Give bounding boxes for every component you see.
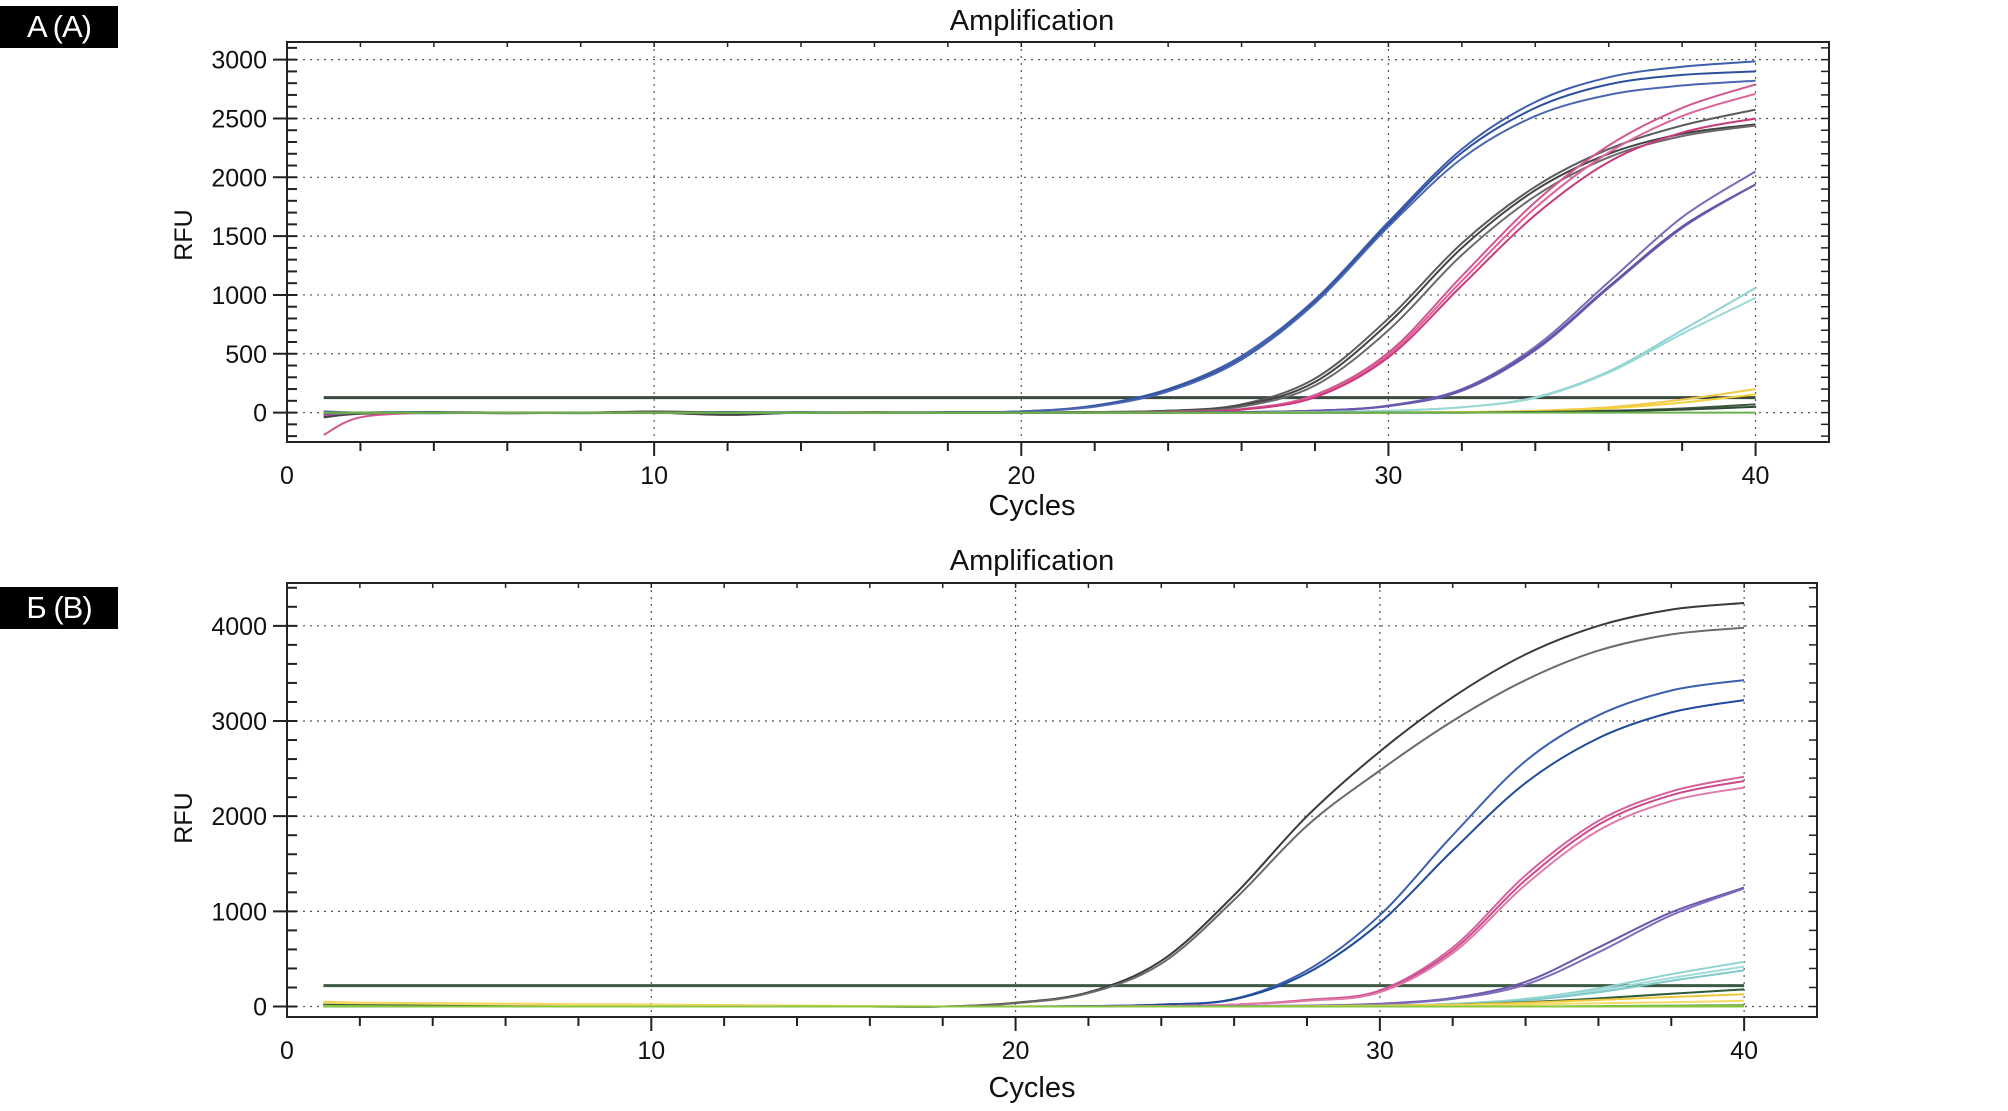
y-tick-label: 500	[225, 341, 267, 369]
series-line-pink-1	[323, 775, 1745, 1008]
series-line-blue-1	[323, 679, 1745, 1008]
x-axis-title: Cycles	[988, 490, 1075, 522]
series-line-gray-2	[323, 626, 1745, 1008]
x-tick-label: 10	[640, 462, 668, 490]
series-line-blue-2	[323, 70, 1756, 416]
y-tick-label: 3000	[211, 47, 267, 75]
series-line-purple-2	[323, 183, 1757, 415]
plot-frame	[286, 582, 1818, 1018]
series-line-gray-1	[323, 602, 1745, 1008]
series-line-purple-1	[323, 170, 1757, 415]
y-tick-label: 1000	[211, 898, 267, 926]
x-tick-label: 40	[1742, 462, 1770, 490]
series-line-pink-3	[323, 786, 1745, 1008]
chart-title: Amplification	[950, 545, 1114, 577]
y-tick-label: 2500	[211, 105, 267, 133]
x-tick-label: 30	[1366, 1037, 1394, 1065]
amplification-chart-b: Amplification Cycles RFU 0 10 20 30 40 0 1000 2…	[170, 545, 1818, 1104]
y-tick-label: 0	[253, 994, 267, 1022]
y-tick-label: 1000	[211, 282, 267, 310]
y-tick-label: 2000	[211, 164, 267, 192]
series-line-cyan-1	[323, 287, 1757, 414]
series-line-gray-2	[323, 123, 1756, 419]
x-tick-label: 20	[1002, 1037, 1030, 1065]
x-tick-label: 20	[1007, 462, 1035, 490]
x-tick-label: 0	[280, 462, 294, 490]
series-line-gray-1	[323, 108, 1756, 415]
x-tick-label: 40	[1730, 1037, 1758, 1065]
y-tick-label: 1500	[211, 223, 267, 251]
series-line-purple-3	[323, 183, 1757, 414]
chart-title: Amplification	[950, 5, 1114, 37]
series-line-pink-3	[323, 117, 1756, 414]
y-tick-label: 2000	[211, 803, 267, 831]
series-line-pink-2	[323, 780, 1745, 1008]
y-tick-label: 4000	[211, 613, 267, 641]
series-line-blue-3	[323, 79, 1756, 415]
series-line-pink-2	[323, 92, 1756, 416]
panel-label-b: Б (B)	[0, 587, 118, 629]
amplification-chart-a: Amplification Cycles RFU 0 10 20 30 40 0 500 10…	[170, 5, 1830, 522]
series-line-purple-2	[323, 887, 1745, 1008]
series-line-yellow-1	[323, 388, 1756, 414]
y-axis-title: RFU	[170, 792, 198, 843]
series-line-pink-1	[323, 83, 1756, 436]
series-line-blue-2	[323, 699, 1745, 1008]
panel-label-a: A (A)	[0, 6, 118, 48]
series-line-gray-3	[323, 124, 1756, 415]
y-tick-label: 3000	[211, 708, 267, 736]
series-line-purple-1	[323, 886, 1745, 1008]
x-tick-label: 10	[637, 1037, 665, 1065]
x-tick-label: 30	[1375, 462, 1403, 490]
plot-frame	[286, 41, 1830, 443]
x-axis-title: Cycles	[988, 1072, 1075, 1104]
x-tick-label: 0	[280, 1037, 294, 1065]
y-axis-title: RFU	[170, 209, 198, 260]
y-tick-label: 0	[253, 400, 267, 428]
